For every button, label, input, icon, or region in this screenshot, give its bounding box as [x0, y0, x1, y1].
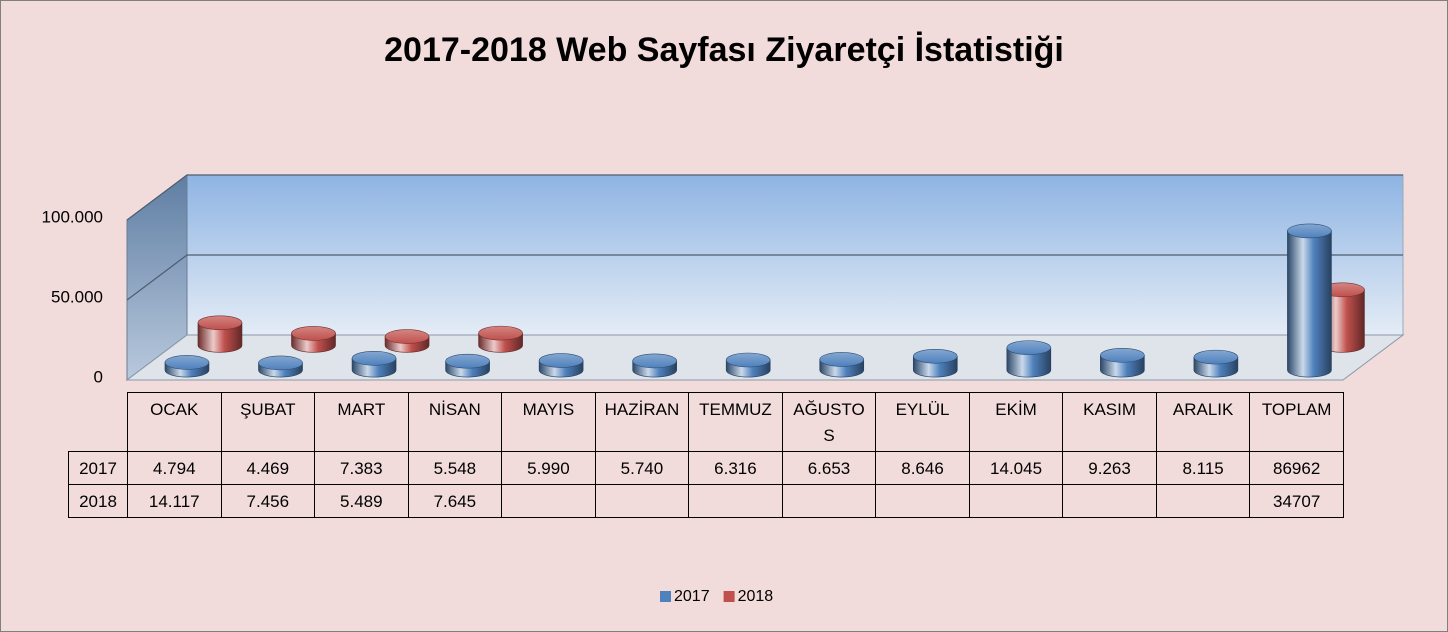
bar-top [1006, 340, 1052, 355]
table-cell: 8.115 [1155, 451, 1251, 485]
table-cell: MART [314, 392, 409, 452]
table-row: 2017 4.794 4.469 7.383 5.548 5.990 5.740 6.316 6… [68, 451, 1344, 485]
table-cell: 5.740 [594, 451, 690, 485]
table-cell-empty [501, 484, 596, 518]
bar-top [538, 353, 584, 368]
table-cell: TOPLAM [1249, 392, 1344, 452]
data-table: OCAK ŞUBAT MART NİSAN MAYIS HAZİRAN TEMMUZ AĞUS… [68, 392, 1344, 518]
table-cell: 2017 [68, 451, 128, 485]
table-cell-empty [875, 484, 970, 518]
table-cell: 2018 [68, 484, 128, 518]
table-header: OCAK ŞUBAT MART NİSAN MAYIS HAZİRAN TEMMUZ AĞUS… [69, 392, 1344, 452]
table-cell: 9.263 [1062, 451, 1157, 485]
table-cell: 14.117 [127, 484, 222, 518]
table-cell: 5.548 [407, 451, 503, 485]
table-cell: KASIM [1062, 392, 1157, 452]
legend-swatch [723, 591, 735, 602]
table-cell-empty [968, 484, 1064, 518]
bar-top [632, 353, 677, 369]
grid-line [126, 174, 188, 221]
table-cell: 7.383 [314, 451, 409, 485]
bar-top [1100, 347, 1145, 363]
bar [1006, 347, 1052, 378]
bar-top [291, 326, 336, 341]
table-cell: 6.316 [688, 451, 783, 485]
table-cell-empty [594, 484, 690, 518]
chart-title: 2017-2018 Web Sayfası Ziyaretçi İstatist… [384, 31, 1064, 69]
table-cell: OCAK [127, 392, 222, 452]
bar-top [819, 352, 865, 367]
table-cell: 8.646 [875, 451, 970, 485]
table-cell-empty [781, 484, 877, 518]
table-cell: 4.794 [127, 451, 222, 485]
legend-label: 2018 [738, 588, 774, 605]
bar-top [478, 325, 523, 341]
table-cell-empty [69, 393, 128, 452]
table-cell: AĞUSTOS [781, 392, 877, 452]
bar-top [1287, 223, 1332, 239]
bar-top [912, 348, 958, 364]
table-cell: 7.645 [407, 484, 503, 518]
table-cell: MAYIS [501, 392, 596, 452]
table-cell: EYLÜL [875, 392, 970, 452]
bar-top [725, 352, 771, 368]
table-cell: 4.469 [220, 451, 316, 485]
table-cell: ŞUBAT [220, 392, 316, 452]
table-cell: EKİM [968, 392, 1064, 452]
y-tick-label: 0 [94, 367, 103, 386]
grid-line [126, 254, 188, 301]
y-tick-label: 50.000 [51, 287, 103, 306]
table-cell: NİSAN [407, 392, 503, 452]
bar-top [258, 355, 303, 371]
table-cell: 14.045 [968, 451, 1064, 485]
legend-label: 2017 [674, 588, 710, 605]
bar-top [1193, 349, 1239, 365]
legend-swatch [660, 591, 671, 602]
table-cell: 5.489 [314, 484, 409, 518]
bar-top [384, 329, 430, 344]
table-cell-empty [1155, 484, 1251, 518]
table-cell: HAZİRAN [594, 392, 690, 452]
y-tick-label: 100.000 [42, 207, 103, 226]
table-cell: TEMMUZ [688, 392, 783, 452]
bar [197, 322, 243, 353]
bar-top [164, 355, 210, 370]
table-cell-empty [1062, 484, 1157, 518]
table-cell: 34707 [1249, 484, 1344, 518]
table-cell: 5.990 [501, 451, 596, 485]
bar-top [445, 353, 490, 369]
bar-top [197, 315, 243, 331]
table-cell: 86962 [1249, 451, 1344, 485]
table-cell: ARALIK [1155, 392, 1251, 452]
bar [1287, 230, 1332, 378]
table-row: 2018 14.117 7.456 5.489 7.645 34707 [68, 484, 1344, 518]
table-cell: 6.653 [781, 451, 877, 485]
table-cell-empty [688, 484, 783, 518]
bar-top [351, 350, 397, 366]
table-cell: 7.456 [220, 484, 316, 518]
